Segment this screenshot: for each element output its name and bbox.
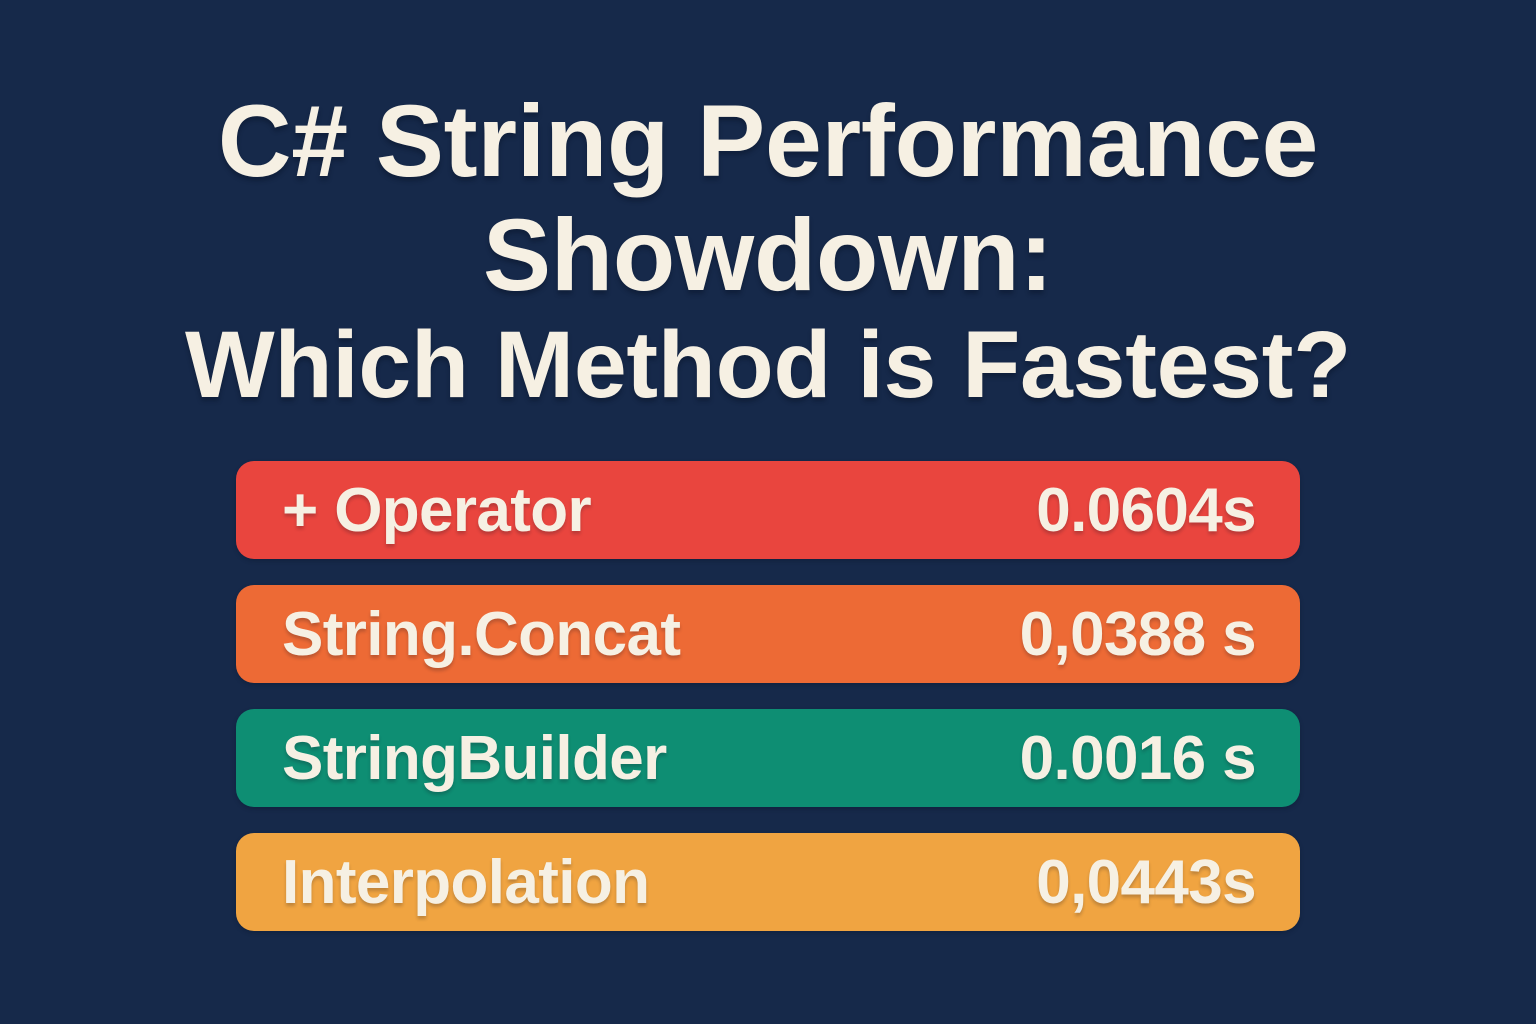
method-label: + Operator [282,475,592,545]
method-label: Interpolation [282,847,650,917]
time-value: 0,0443s [1036,847,1256,917]
time-value: 0.0604s [1036,475,1256,545]
page-title: C# String Performance Showdown: Which Me… [0,0,1536,415]
method-label: String.Concat [282,599,681,669]
title-line-1: C# String Performance [217,84,1319,198]
title-line-2: Showdown: [482,198,1054,313]
bar-row-plus-operator: + Operator 0.0604s [236,461,1300,560]
bar-row-stringbuilder: StringBuilder 0.0016 s [236,709,1300,808]
method-label: StringBuilder [282,723,667,793]
performance-bar-list: + Operator 0.0604s String.Concat 0,0388 … [236,461,1300,932]
bar-row-interpolation: Interpolation 0,0443s [236,833,1300,932]
time-value: 0.0016 s [1019,723,1257,793]
time-value: 0,0388 s [1019,599,1257,669]
title-line-3: Which Method is Fastest? [185,312,1351,419]
bar-row-string-concat: String.Concat 0,0388 s [236,585,1300,684]
